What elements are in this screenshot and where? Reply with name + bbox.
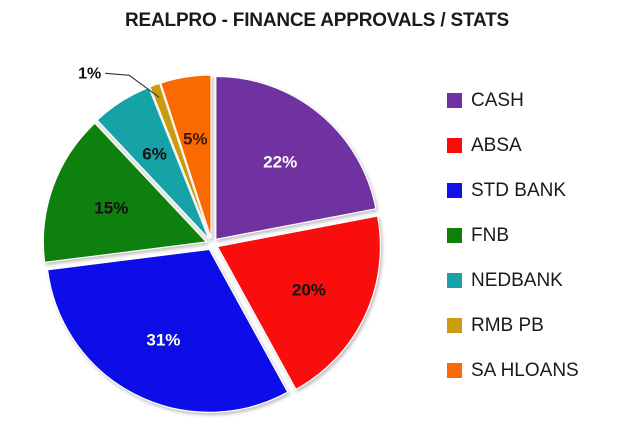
legend-swatch-icon [447, 273, 462, 288]
pie-slice[interactable] [215, 75, 377, 240]
pie-slice-value-label: 15% [94, 199, 128, 218]
pie-callout-leader-line [105, 72, 160, 98]
legend-item[interactable]: SA HLOANS [447, 348, 627, 393]
legend-item[interactable]: NEDBANK [447, 258, 627, 303]
pie-slice[interactable] [216, 215, 382, 390]
pie-slice[interactable] [96, 86, 210, 240]
legend-swatch-icon [447, 318, 462, 333]
legend-item-label: FNB [471, 225, 509, 246]
legend-swatch-icon [447, 93, 462, 108]
legend-item-label: NEDBANK [471, 270, 563, 291]
legend-swatch-icon [447, 183, 462, 198]
pie-slice[interactable] [42, 122, 207, 263]
pie-slice-value-label: 22% [263, 153, 297, 172]
chart-legend: CASH ABSA STD BANK FNB NEDBANK RMB PB SA HLOAN… [447, 78, 627, 393]
legend-swatch-icon [447, 228, 462, 243]
legend-item[interactable]: STD BANK [447, 168, 627, 213]
pie-slice-group [42, 74, 382, 413]
legend-item-label: RMB PB [471, 315, 544, 336]
pie-slice[interactable] [46, 248, 289, 413]
pie-slice[interactable] [160, 74, 212, 239]
legend-item[interactable]: FNB [447, 213, 627, 258]
pie-label-group: 22% 20% 31% 15% 6% 5% [94, 129, 326, 349]
legend-item-label: SA HLOANS [471, 360, 579, 381]
pie-slice-value-label: 1% [78, 65, 101, 82]
chart-title: REALPRO - FINANCE APPROVALS / STATS [125, 10, 509, 31]
pie-svg: 1% 22% 20% 31% 15% 6% 5% [42, 65, 382, 413]
legend-swatch-icon [447, 363, 462, 378]
legend-item-label: CASH [471, 90, 524, 111]
pie-plot-area: 1% 22% 20% 31% 15% 6% 5% [0, 48, 430, 434]
legend-item-label: ABSA [471, 135, 522, 156]
pie-slice-value-label: 31% [146, 330, 180, 349]
legend-item[interactable]: CASH [447, 78, 627, 123]
legend-swatch-icon [447, 138, 462, 153]
pie-callout-group: 1% [78, 65, 160, 98]
pie-slice[interactable] [149, 82, 211, 239]
legend-item-label: STD BANK [471, 180, 567, 201]
legend-item[interactable]: RMB PB [447, 303, 627, 348]
pie-slice-value-label: 20% [292, 281, 326, 300]
pie-slice-value-label: 6% [142, 145, 167, 164]
pie-slice-value-label: 5% [183, 129, 208, 148]
legend-item[interactable]: ABSA [447, 123, 627, 168]
